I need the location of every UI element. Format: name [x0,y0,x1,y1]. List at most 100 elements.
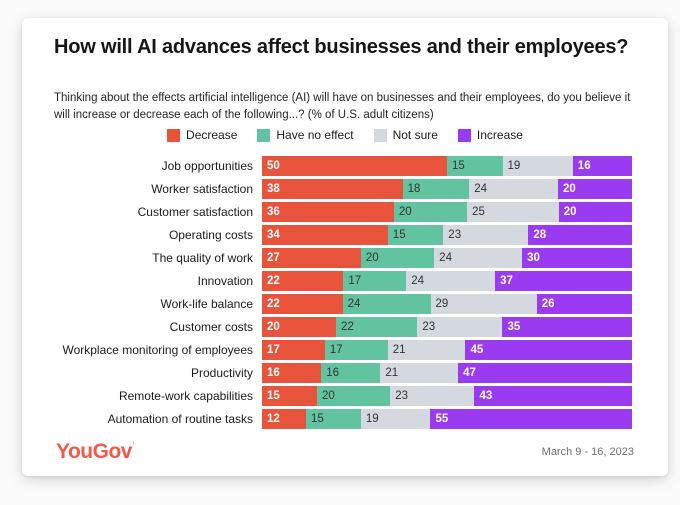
legend-item-not-sure: Not sure [373,128,438,142]
chart-row: Productivity 16 16 21 47 [22,363,632,383]
date-range: March 9 - 16, 2023 [541,446,634,458]
bar-segment-have-no-effect: 16 [321,363,381,383]
legend-swatch-decrease [167,128,181,142]
yougov-logo: YouGov' [56,440,135,464]
legend-label-decrease: Decrease [186,128,238,142]
legend-swatch-increase [457,128,471,142]
chart-subtitle: Thinking about the effects artificial in… [54,92,631,121]
bar-segment-have-no-effect: 17 [324,340,388,360]
chart-row: Work-life balance 22 24 29 26 [22,294,632,314]
bar-segment-decrease: 16 [262,363,322,383]
chart-row: Operating costs 34 15 23 28 [22,225,632,245]
bar-segment-have-no-effect: 20 [360,248,435,268]
bar-segment-increase: 47 [458,363,632,383]
bar-segment-decrease: 36 [262,202,394,222]
chart-rows: Job opportunities 50 15 19 16 Worker satisfac… [22,156,632,432]
bar-segment-decrease: 15 [262,386,317,406]
chart-row: Customer costs 20 22 23 35 [22,317,632,337]
chart-row: Innovation 22 17 24 37 [22,271,632,291]
stacked-bar: 12 15 19 55 [262,409,632,429]
legend-swatch-have-no-effect [257,128,271,142]
bar-segment-decrease: 12 [262,409,306,429]
bar-segment-increase: 43 [474,386,632,406]
bar-segment-decrease: 34 [262,225,388,245]
legend-item-increase: Increase [457,128,523,142]
bar-segment-have-no-effect: 15 [387,225,444,245]
category-label: Operating costs [168,228,253,242]
category-label: Job opportunities [161,159,253,173]
bar-segment-increase: 28 [528,225,632,245]
yougov-logo-text: YouGov [56,440,132,463]
legend-swatch-not-sure [373,128,387,142]
chart-footer: YouGov' March 9 - 16, 2023 [56,440,634,464]
bar-segment-increase: 35 [502,317,632,337]
category-label: Work-life balance [160,297,253,311]
bar-segment-have-no-effect: 24 [342,294,431,314]
chart-row: The quality of work 27 20 24 30 [22,248,632,268]
chart-row: Remote-work capabilities 15 20 23 43 [22,386,632,406]
bar-segment-not-sure: 29 [430,294,537,314]
bar-segment-not-sure: 23 [417,317,503,337]
bar-segment-have-no-effect: 17 [343,271,407,291]
bar-segment-not-sure: 19 [502,156,573,176]
legend-item-decrease: Decrease [167,128,237,142]
stacked-bar: 36 20 25 20 [262,202,632,222]
bar-segment-not-sure: 21 [380,363,459,383]
bar-segment-not-sure: 24 [469,179,558,199]
bar-segment-decrease: 27 [262,248,361,268]
bar-segment-decrease: 17 [262,340,325,360]
stacked-bar: 17 17 21 45 [262,340,632,360]
bar-segment-not-sure: 23 [390,386,475,406]
bar-segment-not-sure: 25 [467,202,559,222]
category-label: Worker satisfaction [151,182,253,196]
category-label: The quality of work [152,251,253,265]
bar-segment-decrease: 22 [262,271,344,291]
bar-segment-have-no-effect: 15 [447,156,503,176]
legend-label-have-no-effect: Have no effect [276,128,354,142]
bar-segment-increase: 20 [558,202,632,222]
bar-segment-have-no-effect: 22 [336,317,418,337]
category-label: Workplace monitoring of employees [62,343,253,357]
stacked-bar: 38 18 24 20 [262,179,632,199]
stacked-bar: 27 20 24 30 [262,248,632,268]
chart-row: Job opportunities 50 15 19 16 [22,156,632,176]
yougov-logo-tick-mark: ' [131,440,135,452]
bar-segment-increase: 20 [557,179,632,199]
category-label: Automation of routine tasks [107,412,253,426]
bar-segment-increase: 16 [572,156,632,176]
bar-segment-decrease: 50 [262,156,447,176]
bar-segment-increase: 30 [522,248,632,268]
stacked-bar: 15 20 23 43 [262,386,632,406]
legend-item-have-no-effect: Have no effect [257,128,354,142]
legend-label-increase: Increase [476,128,523,142]
stacked-bar: 16 16 21 47 [262,363,632,383]
bar-segment-increase: 55 [430,409,632,429]
bar-segment-not-sure: 23 [443,225,529,245]
stacked-bar: 22 24 29 26 [262,294,632,314]
bar-segment-have-no-effect: 20 [393,202,468,222]
chart-row: Automation of routine tasks 12 15 19 55 [22,409,632,429]
bar-segment-decrease: 22 [262,294,343,314]
chart-row: Worker satisfaction 38 18 24 20 [22,179,632,199]
stacked-bar: 50 15 19 16 [262,156,632,176]
bar-segment-increase: 45 [465,340,632,360]
category-label: Remote-work capabilities [118,389,253,403]
chart-title: How will AI advances affect businesses a… [54,36,629,58]
bar-segment-increase: 37 [495,271,632,291]
bar-segment-have-no-effect: 18 [402,179,470,199]
chart-card: How will AI advances affect businesses a… [22,18,668,476]
bar-segment-not-sure: 21 [387,340,466,360]
stacked-bar: 20 22 23 35 [262,317,632,337]
bar-segment-decrease: 38 [262,179,403,199]
bar-segment-not-sure: 24 [406,271,496,291]
stacked-bar: 34 15 23 28 [262,225,632,245]
bar-segment-decrease: 20 [262,317,336,337]
category-label: Innovation [197,274,253,288]
bar-segment-increase: 26 [536,294,632,314]
legend-label-not-sure: Not sure [392,128,438,142]
bar-segment-not-sure: 24 [434,248,523,268]
chart-row: Workplace monitoring of employees 17 17 21 4… [22,340,632,360]
bar-segment-not-sure: 19 [360,409,431,429]
stacked-bar: 22 17 24 37 [262,271,632,291]
category-label: Customer costs [169,320,253,334]
